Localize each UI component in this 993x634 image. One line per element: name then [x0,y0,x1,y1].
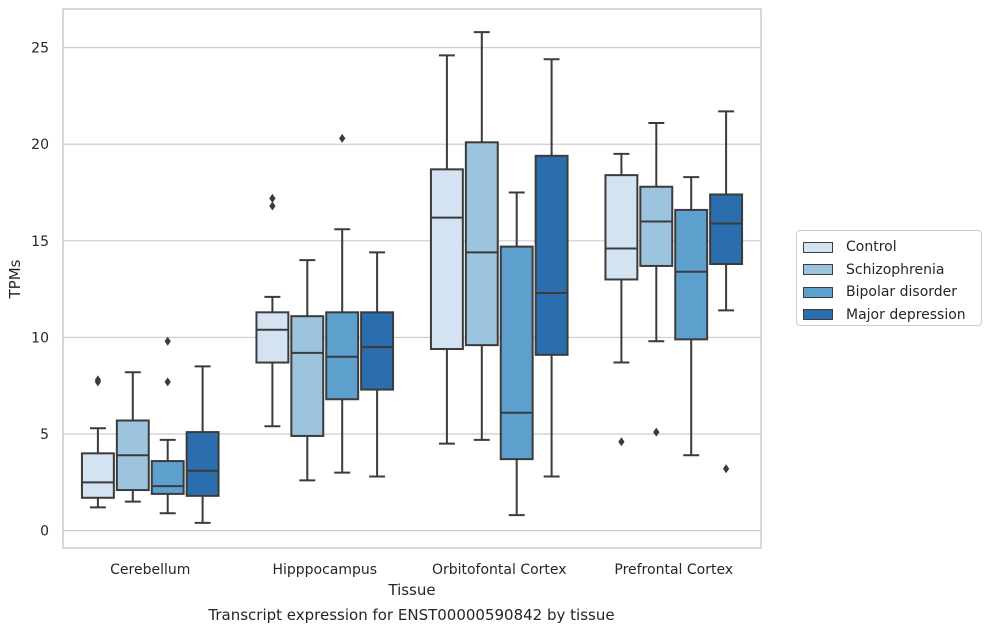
outlier-point [653,427,660,437]
y-axis-ticks: 0 5 10 15 20 25 [31,41,49,540]
y-tick-label: 5 [40,427,49,443]
box-schizophrenia-0 [115,371,150,503]
box-schizophrenia-2 [464,31,499,441]
iqr-box [290,315,325,437]
y-axis-label: TPMs [6,259,24,299]
outlier-point [269,193,276,203]
chart-caption: Transcript expression for ENST0000059084… [208,606,615,624]
y-tick-label: 15 [31,234,49,250]
box-schizophrenia-1 [290,259,325,482]
iqr-box [360,311,395,391]
box-control-2 [429,54,464,445]
legend-swatch-major-depression [803,309,833,321]
y-tick-label: 25 [31,41,49,57]
outlier-point [94,377,102,387]
legend-item-major-depression: Major depression [803,304,981,327]
x-axis-label: Tissue [387,581,435,599]
boxes [80,31,744,524]
box-bipolar-disorder-2 [499,191,534,517]
iqr-box [255,311,290,364]
box-bipolar-disorder-3 [674,176,709,457]
y-tick-label: 0 [40,524,49,540]
iqr-box [499,245,534,461]
iqr-box [150,460,185,495]
iqr-box [709,193,744,266]
box-bipolar-disorder-1 [325,133,360,474]
box-major-depression-2 [534,58,569,478]
legend-swatch-bipolar-disorder [803,286,833,298]
outlier-point [164,336,171,346]
legend-item-schizophrenia: Schizophrenia [803,259,981,282]
iqr-box [185,431,220,497]
x-axis-ticks: Cerebellum Hipppocampus Orbitofontal Corte… [110,562,733,578]
box-control-3 [604,152,639,447]
iqr-box [604,174,639,281]
outlier-point [618,437,625,447]
legend-label-major-depression: Major depression [846,306,966,323]
legend-swatch-control [803,241,833,253]
outlier-point [269,201,276,211]
legend-item-bipolar-disorder: Bipolar disorder [803,281,981,304]
box-bipolar-disorder-0 [150,336,185,515]
y-tick-label: 10 [31,330,49,346]
legend-swatch-schizophrenia [803,264,833,276]
box-control-0 [80,375,115,509]
legend-label-control: Control [846,239,897,256]
iqr-box [639,185,674,267]
x-tick-label: Prefrontal Cortex [614,562,733,578]
outlier-point [339,133,346,143]
x-tick-label: Cerebellum [110,562,190,578]
legend-item-control: Control [803,236,981,259]
iqr-box [429,168,464,351]
x-tick-label: Hipppocampus [272,562,377,578]
box-major-depression-0 [185,365,220,524]
iqr-box [80,452,115,499]
box-schizophrenia-3 [639,121,674,437]
outlier-point [164,377,171,387]
box-major-depression-1 [360,251,395,478]
legend-label-bipolar-disorder: Bipolar disorder [846,284,958,301]
y-tick-label: 20 [31,137,49,153]
legend-label-schizophrenia: Schizophrenia [846,261,945,278]
outlier-point [722,464,730,474]
box-control-1 [255,193,290,428]
iqr-box [534,154,569,356]
x-tick-label: Orbitofontal Cortex [432,562,567,578]
gridlines [63,47,761,532]
box-major-depression-3 [709,110,744,474]
legend: Control Schizophrenia Bipolar disorder M… [796,230,982,326]
plot-frame [62,8,762,549]
iqr-box [674,208,709,341]
iqr-box [464,141,499,347]
